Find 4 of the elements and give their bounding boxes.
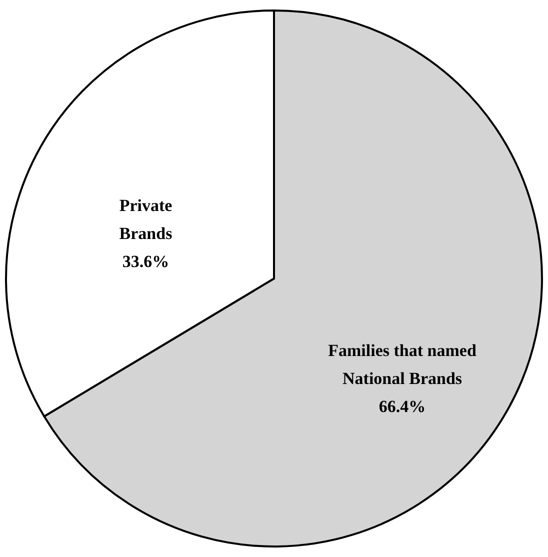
data-label: 33.6% [122, 252, 170, 271]
data-label: 66.4% [378, 397, 426, 416]
slice-label: Families that named National Brands [328, 341, 477, 388]
slice-label: Private Brands [119, 196, 173, 243]
